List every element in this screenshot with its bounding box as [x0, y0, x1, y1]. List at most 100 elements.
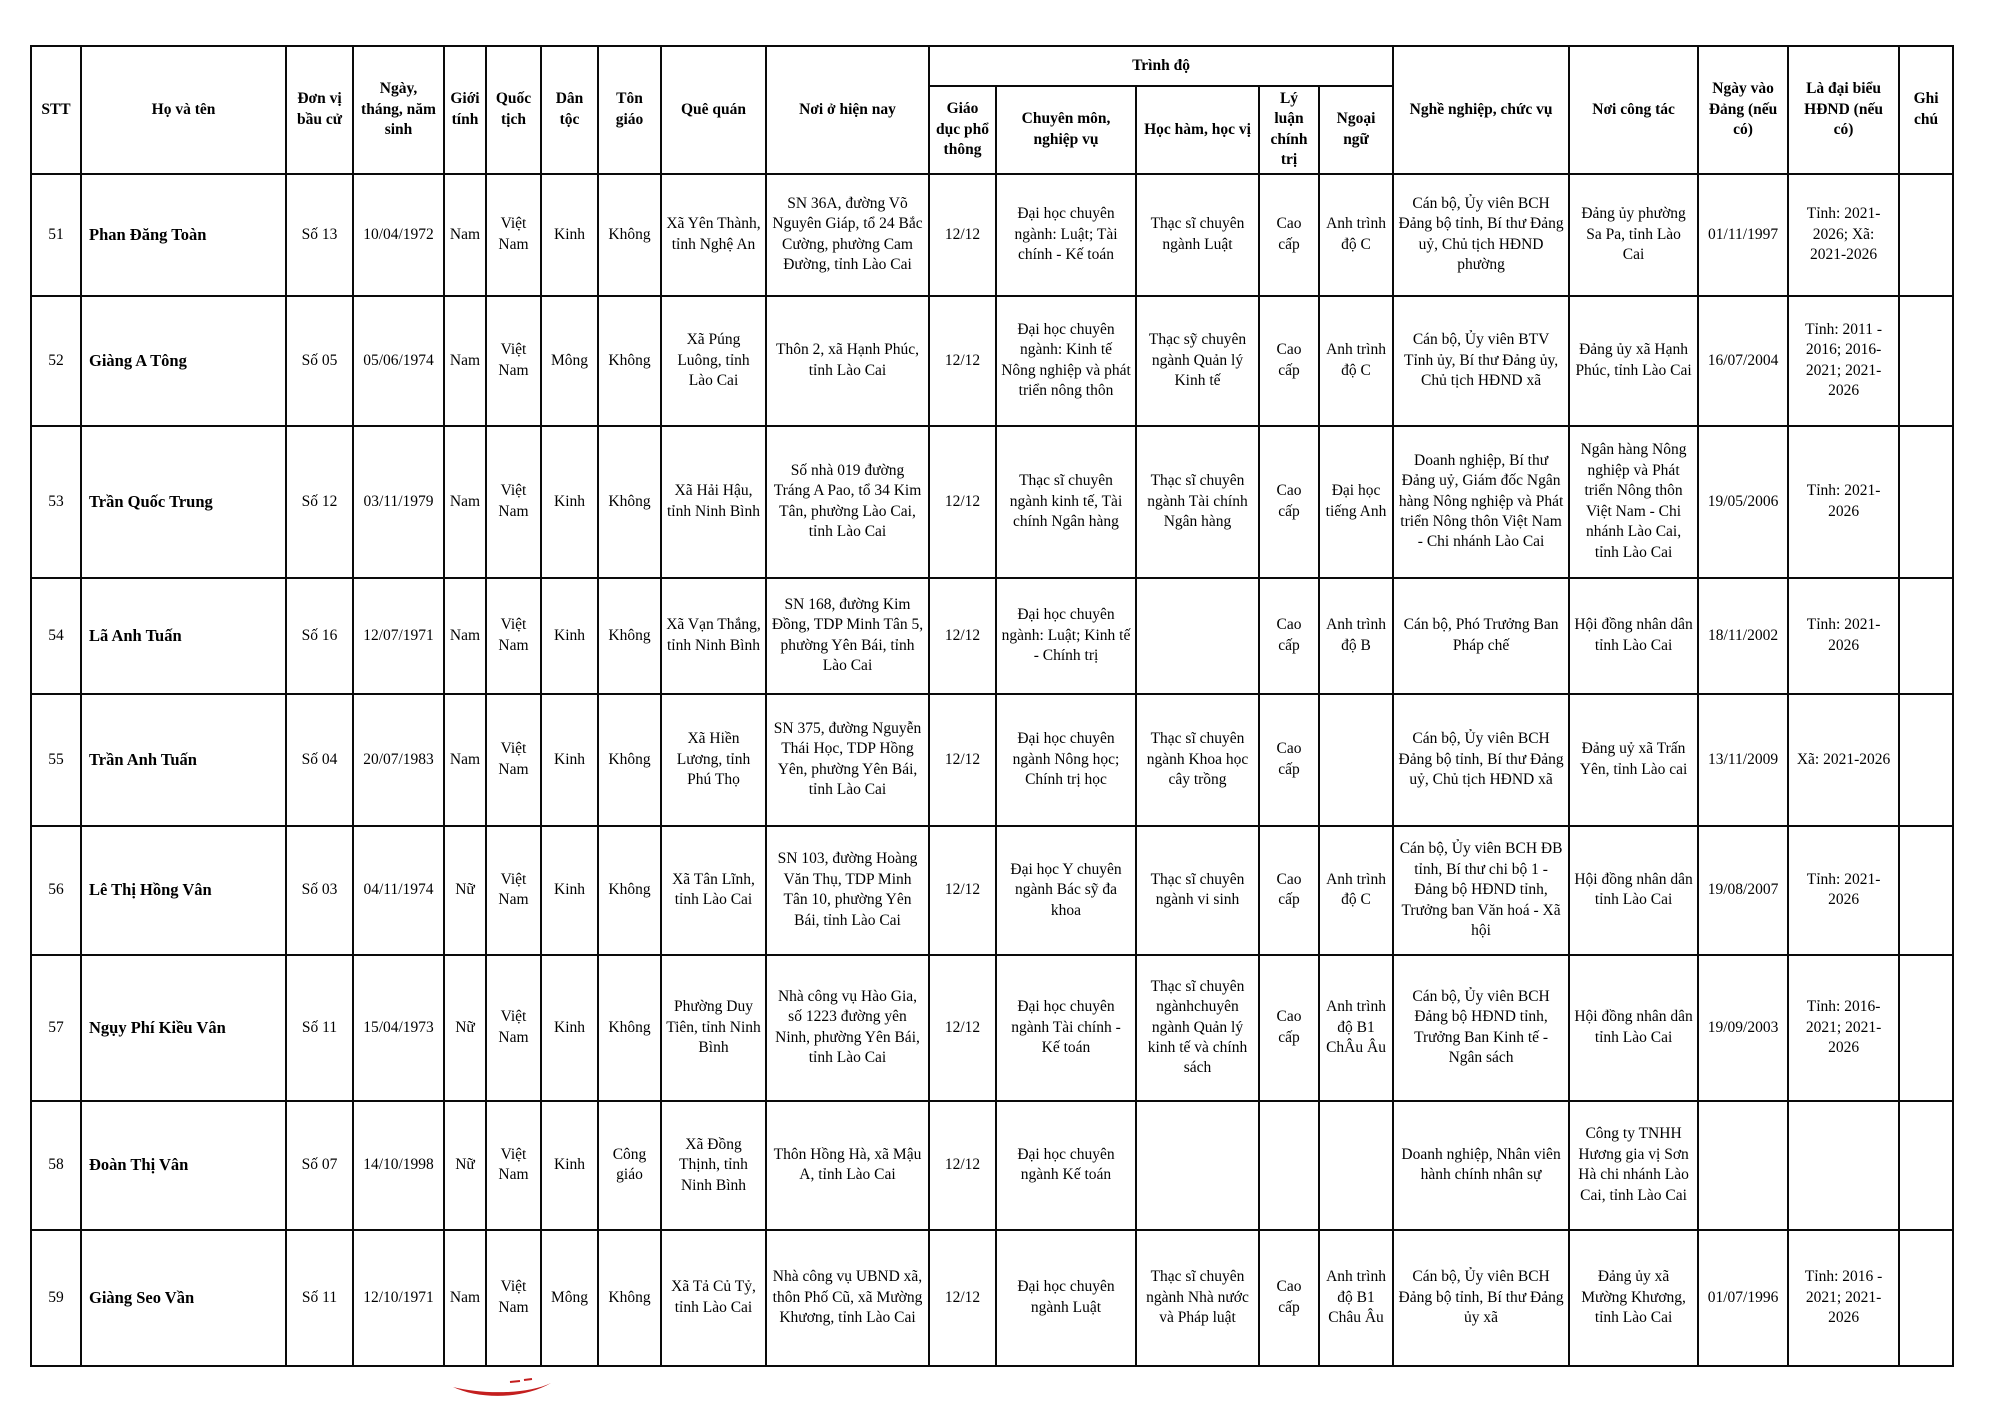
cell-note: [1898, 824, 1955, 956]
cell-stt: 51: [30, 172, 82, 297]
table-row: 55 Trần Anh Tuấn Số 04 20/07/1983 Nam Việt Na…: [30, 692, 1955, 827]
cell-hometown: Xã Yên Thành, tỉnh Nghệ An: [660, 172, 767, 297]
cell-dob: 20/07/1983: [352, 692, 445, 827]
cell-occupation: Cán bộ, Ủy viên BCH Đảng bộ tỉnh, Bí thư…: [1392, 1228, 1571, 1367]
cell-ethnicity: Kinh: [540, 424, 599, 579]
cell-hometown: Xã Vạn Thắng, tỉnh Ninh Bình: [660, 576, 767, 695]
cell-gender: Nam: [443, 294, 487, 427]
col-header-party-date: Ngày vào Đảng (nếu có): [1697, 45, 1790, 175]
cell-unit: Số 13: [285, 172, 354, 297]
table-body: 51 Phan Đăng Toàn Số 13 10/04/1972 Nam Việt N…: [30, 172, 1955, 1367]
cell-stt: 57: [30, 953, 82, 1102]
cell-residence: SN 36A, đường Võ Nguyên Giáp, tổ 24 Bắc …: [765, 172, 930, 297]
cell-political: Cao cấp: [1258, 172, 1320, 297]
cell-political: Cao cấp: [1258, 1228, 1320, 1367]
cell-residence: Thôn 2, xã Hạnh Phúc, tỉnh Lào Cai: [765, 294, 930, 427]
cell-gender: Nữ: [443, 1099, 487, 1231]
cell-unit: Số 12: [285, 424, 354, 579]
cell-gender: Nam: [443, 692, 487, 827]
cell-gender: Nam: [443, 576, 487, 695]
cell-note: [1898, 424, 1955, 579]
cell-delegate: [1787, 1099, 1901, 1231]
cell-general-edu: 12/12: [928, 576, 997, 695]
cell-ethnicity: Kinh: [540, 172, 599, 297]
cell-dob: 05/06/1974: [352, 294, 445, 427]
cell-name: Đoàn Thị Vân: [80, 1099, 287, 1231]
table-row: 51 Phan Đăng Toàn Số 13 10/04/1972 Nam Việt N…: [30, 172, 1955, 297]
cell-academic: [1135, 576, 1260, 695]
cell-language: Anh trình độ B1 ChÂu Âu: [1317, 953, 1395, 1102]
cell-professional: Đại học chuyên ngành: Luật; Kinh tế - Ch…: [995, 576, 1137, 695]
col-header-trinh-do: Trình độ: [927, 45, 1395, 87]
cell-professional: Đại học chuyên ngành: Luật; Tài chính - …: [995, 172, 1137, 297]
cell-general-edu: 12/12: [928, 1099, 997, 1231]
cell-political: Cao cấp: [1258, 824, 1320, 956]
col-header-nationality: Quốc tịch: [485, 45, 542, 175]
cell-language: Anh trình độ B1 Châu Âu: [1317, 1228, 1395, 1367]
col-header-dob: Ngày, tháng, năm sinh: [352, 45, 445, 175]
cell-nationality: Việt Nam: [485, 824, 542, 956]
cell-religion: Không: [597, 294, 662, 427]
cell-nationality: Việt Nam: [485, 692, 542, 827]
cell-political: Cao cấp: [1258, 294, 1320, 427]
cell-professional: Thạc sĩ chuyên ngành kinh tế, Tài chính …: [995, 424, 1137, 579]
cell-delegate: Tỉnh: 2021-2026; Xã: 2021-2026: [1787, 172, 1901, 297]
cell-religion: Không: [597, 576, 662, 695]
table-row: 58 Đoàn Thị Vân Số 07 14/10/1998 Nữ Việt Nam K…: [30, 1099, 1955, 1231]
col-header-religion: Tôn giáo: [597, 45, 662, 175]
cell-nationality: Việt Nam: [485, 424, 542, 579]
cell-party-date: 19/05/2006: [1697, 424, 1790, 579]
cell-stt: 56: [30, 824, 82, 956]
cell-general-edu: 12/12: [928, 172, 997, 297]
cell-occupation: Cán bộ, Ủy viên BTV Tỉnh ủy, Bí thư Đảng…: [1392, 294, 1571, 427]
cell-political: [1258, 1099, 1320, 1231]
cell-religion: Không: [597, 953, 662, 1102]
cell-workplace: Hội đồng nhân dân tỉnh Lào Cai: [1568, 824, 1700, 956]
cell-residence: Nhà công vụ UBND xã, thôn Phố Cũ, xã Mườ…: [765, 1228, 930, 1367]
cell-nationality: Việt Nam: [485, 576, 542, 695]
col-header-delegate: Là đại biểu HĐND (nếu có): [1787, 45, 1901, 175]
cell-dob: 12/10/1971: [352, 1228, 445, 1367]
delegate-table: STT Họ và tên Đơn vị bầu cử Ngày, tháng,…: [30, 45, 1955, 1367]
cell-party-date: 13/11/2009: [1697, 692, 1790, 827]
cell-occupation: Cán bộ, Ủy viên BCH Đảng bộ HĐND tỉnh, T…: [1392, 953, 1571, 1102]
cell-unit: Số 11: [285, 953, 354, 1102]
col-header-residence: Nơi ở hiện nay: [765, 45, 930, 175]
cell-note: [1898, 953, 1955, 1102]
cell-general-edu: 12/12: [928, 953, 997, 1102]
cell-hometown: Phường Duy Tiên, tỉnh Ninh Bình: [660, 953, 767, 1102]
col-header-professional: Chuyên môn, nghiệp vụ: [995, 85, 1137, 175]
cell-religion: Không: [597, 1228, 662, 1367]
cell-workplace: Đảng ủy phường Sa Pa, tỉnh Lào Cai: [1568, 172, 1700, 297]
cell-name: Ngụy Phí Kiều Vân: [80, 953, 287, 1102]
cell-name: Trần Quốc Trung: [80, 424, 287, 579]
table-row: 53 Trần Quốc Trung Số 12 03/11/1979 Nam Việt …: [30, 424, 1955, 579]
cell-language: [1317, 1099, 1395, 1231]
cell-nationality: Việt Nam: [485, 1228, 542, 1367]
cell-professional: Đại học chuyên ngành Luật: [995, 1228, 1137, 1367]
cell-unit: Số 03: [285, 824, 354, 956]
cell-party-date: 16/07/2004: [1697, 294, 1790, 427]
cell-delegate: Tỉnh: 2021-2026: [1787, 576, 1901, 695]
cell-note: [1898, 576, 1955, 695]
cell-ethnicity: Kinh: [540, 576, 599, 695]
cell-professional: Đại học chuyên ngành: Kinh tế Nông nghiệ…: [995, 294, 1137, 427]
cell-note: [1898, 172, 1955, 297]
cell-academic: Thạc sĩ chuyên ngànhchuyên ngành Quản lý…: [1135, 953, 1260, 1102]
cell-political: Cao cấp: [1258, 692, 1320, 827]
cell-religion: Không: [597, 172, 662, 297]
cell-professional: Đại học chuyên ngành Kế toán: [995, 1099, 1137, 1231]
cell-academic: Thạc sỹ chuyên ngành Quản lý Kinh tế: [1135, 294, 1260, 427]
cell-gender: Nữ: [443, 953, 487, 1102]
cell-ethnicity: Mông: [540, 294, 599, 427]
cell-professional: Đại học chuyên ngành Tài chính - Kế toán: [995, 953, 1137, 1102]
col-header-note: Ghi chú: [1898, 45, 1955, 175]
cell-hometown: Xã Đồng Thịnh, tỉnh Ninh Bình: [660, 1099, 767, 1231]
cell-residence: SN 375, đường Nguyễn Thái Học, TDP Hồng …: [765, 692, 930, 827]
cell-note: [1898, 294, 1955, 427]
cell-academic: Thạc sĩ chuyên ngành Luật: [1135, 172, 1260, 297]
cell-residence: SN 168, đường Kim Đồng, TDP Minh Tân 5, …: [765, 576, 930, 695]
cell-residence: Số nhà 019 đường Tráng A Pao, tổ 34 Kim …: [765, 424, 930, 579]
cell-ethnicity: Kinh: [540, 1099, 599, 1231]
col-header-ethnicity: Dân tộc: [540, 45, 599, 175]
